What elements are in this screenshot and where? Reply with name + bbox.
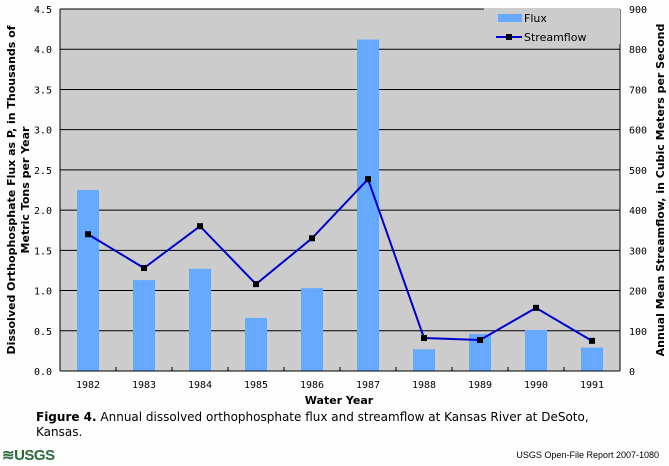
- x-tick-label: 1991: [580, 380, 604, 391]
- streamflow-marker: [197, 223, 203, 230]
- y2-tick-label: 600: [629, 126, 647, 137]
- legend-flux-swatch: [498, 14, 522, 22]
- flux-bar: [469, 333, 491, 371]
- y-tick-label: 0.0: [34, 367, 52, 378]
- flux-bar: [245, 317, 267, 371]
- caption-text: Annual dissolved orthophosphate flux and…: [36, 410, 589, 439]
- legend-flux-label: Flux: [524, 12, 547, 25]
- y2-tick-label: 100: [629, 327, 647, 338]
- legend-streamflow-label: Streamflow: [524, 31, 586, 44]
- x-axis-title: Water Year: [305, 394, 374, 407]
- streamflow-marker: [421, 335, 427, 342]
- x-tick-label: 1988: [412, 380, 436, 391]
- streamflow-marker: [589, 337, 595, 344]
- y2-tick-label: 200: [629, 287, 647, 298]
- y2-axis-title: Annual Mean Streamflow, in Cubic Meters …: [654, 24, 667, 357]
- flux-bar: [357, 39, 379, 372]
- x-axis-ticks: 1982 1983 1984 1985 1986 1987 1988 1989 1990 1991: [76, 380, 604, 391]
- flux-bar: [133, 280, 155, 371]
- y-tick-label: 3.5: [34, 85, 52, 96]
- y-tick-label: 4.0: [34, 45, 52, 56]
- x-tick-label: 1983: [132, 380, 156, 391]
- streamflow-marker: [141, 265, 147, 272]
- flux-bar: [77, 190, 99, 371]
- y-tick-label: 2.0: [34, 206, 52, 217]
- y-axis-title-line1: Dissolved Orthophosphate Flux as P, in T…: [5, 25, 18, 354]
- x-tick-label: 1990: [524, 380, 548, 391]
- x-tick-label: 1982: [76, 380, 100, 391]
- flux-bar: [301, 288, 323, 371]
- x-tick-label: 1986: [300, 380, 324, 391]
- flux-bar: [581, 347, 603, 371]
- y2-tick-label: 700: [629, 85, 647, 96]
- streamflow-polyline: [87, 177, 593, 342]
- figure-caption: Figure 4. Annual dissolved orthophosphat…: [36, 410, 636, 440]
- axes: [59, 8, 621, 372]
- streamflow-marker: [533, 304, 539, 311]
- streamflow-line: [85, 176, 595, 344]
- streamflow-marker: [85, 231, 91, 238]
- x-tick-label: 1989: [468, 380, 492, 391]
- streamflow-marker: [309, 235, 315, 242]
- x-tick-label: 1985: [244, 380, 268, 391]
- y2-tick-label: 500: [629, 166, 647, 177]
- y-tick-label: 2.5: [34, 166, 52, 177]
- legend: Flux Streamflow: [484, 8, 620, 44]
- y2-tick-label: 400: [629, 206, 647, 217]
- y2-tick-label: 900: [629, 5, 647, 16]
- chart: 0.0 0.5 1.0 1.5 2.0 2.5 3.0 3.5 4.0 4.5 0 100 200 30…: [5, 5, 667, 407]
- report-id: USGS Open-File Report 2007-1080: [516, 450, 659, 460]
- y-tick-label: 4.5: [34, 5, 52, 16]
- y2-tick-label: 300: [629, 246, 647, 257]
- streamflow-marker: [365, 176, 371, 183]
- usgs-logo: ≋USGS: [2, 447, 55, 464]
- y-tick-label: 3.0: [34, 126, 52, 137]
- flux-bar: [413, 349, 435, 371]
- y-tick-label: 1.0: [34, 287, 52, 298]
- left-axis-ticks: 0.0 0.5 1.0 1.5 2.0 2.5 3.0 3.5 4.0 4.5: [34, 5, 52, 378]
- x-tick-label: 1987: [356, 380, 380, 391]
- streamflow-marker: [253, 281, 259, 288]
- y2-tick-label: 800: [629, 45, 647, 56]
- y-tick-label: 0.5: [34, 327, 52, 338]
- right-axis-ticks: 0 100 200 300 400 500 600 700 800 900: [629, 5, 647, 378]
- caption-label: Figure 4.: [36, 410, 97, 424]
- flux-bar: [189, 268, 211, 371]
- flux-bar: [525, 329, 547, 371]
- x-tick-label: 1984: [188, 380, 212, 391]
- streamflow-marker: [477, 337, 483, 344]
- y-tick-label: 1.5: [34, 246, 52, 257]
- y2-tick-label: 0: [629, 367, 635, 378]
- y-axis-title-line2: Metric Tons per Year: [19, 126, 32, 253]
- legend-streamflow-marker: [506, 34, 512, 40]
- flux-bars: [77, 39, 603, 372]
